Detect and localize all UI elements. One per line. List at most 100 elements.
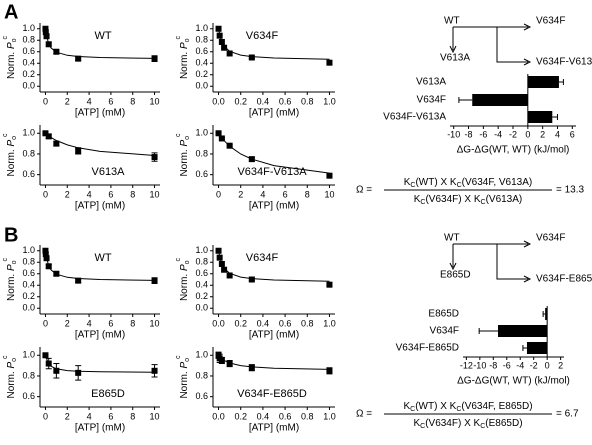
data-point xyxy=(45,360,52,367)
equation-result: = 13.3 xyxy=(556,185,585,196)
y-tick-label: 0.8 xyxy=(22,35,35,45)
data-point xyxy=(215,130,222,137)
equation-part: (V634F, V613A) xyxy=(462,177,533,188)
equation-part: K xyxy=(413,418,420,429)
y-tick-label: 0.0 xyxy=(22,81,35,91)
equation-part: (WT) X K xyxy=(415,401,456,412)
y-tick-label: 0.4 xyxy=(195,58,208,68)
data-point xyxy=(215,352,222,359)
y-tick-label: 0.6 xyxy=(195,391,208,401)
x-tick-label: 6 xyxy=(108,411,113,421)
y-label-part: c xyxy=(2,35,9,39)
y-label-part: c xyxy=(2,355,9,359)
y-tick-label: 1.0 xyxy=(195,23,208,33)
arrow-head xyxy=(523,240,532,248)
x-tick-label: 8 xyxy=(130,96,135,106)
equation-part: (E865D) xyxy=(485,418,522,429)
data-point xyxy=(248,364,255,371)
x-tick-label: 2 xyxy=(540,129,545,139)
x-tick-label: 0.8 xyxy=(301,96,314,106)
y-label-part: P xyxy=(6,140,17,147)
data-point xyxy=(326,172,333,179)
y-tick-label: 0.2 xyxy=(22,69,35,79)
x-tick-label: 0 xyxy=(216,189,221,199)
diagram-node: V634F-V613A xyxy=(536,57,592,68)
data-point xyxy=(75,369,82,376)
y-axis-label: Norm. Poc xyxy=(175,35,191,79)
y-label-part: o xyxy=(184,260,191,264)
data-point xyxy=(43,33,50,40)
x-tick-label: -4 xyxy=(494,129,502,139)
data-point xyxy=(75,277,82,284)
y-tick-label: 0.0 xyxy=(195,81,208,91)
equation-lhs: Ω = xyxy=(356,409,372,420)
arrow-head xyxy=(523,275,532,283)
x-tick-label: 4 xyxy=(87,318,92,328)
y-tick-label: 1.0 xyxy=(22,23,35,33)
category-label: V634F xyxy=(417,95,446,106)
diagram-node: V634F xyxy=(536,233,565,244)
panel-title: E865D xyxy=(91,388,125,400)
y-label-part: o xyxy=(184,136,191,140)
x-tick-label: -10 xyxy=(473,360,486,370)
equation-part: C xyxy=(410,406,415,413)
x-tick-label: 2 xyxy=(238,189,243,199)
y-axis-label: Norm. Poc xyxy=(175,355,191,399)
y-label-part: P xyxy=(179,264,190,271)
x-axis-label: [ATP] (mM) xyxy=(249,108,299,119)
data-point xyxy=(326,281,333,288)
x-tick-label: 0 xyxy=(545,360,550,370)
panel-title: WT xyxy=(94,30,111,42)
fit-line xyxy=(45,355,155,373)
data-point xyxy=(43,255,50,262)
equation-part: (V634F) X K xyxy=(425,194,480,205)
data-point xyxy=(226,142,233,149)
y-tick-label: 0.0 xyxy=(195,303,208,313)
x-tick-label: 0 xyxy=(43,96,48,106)
data-point xyxy=(226,360,233,367)
x-axis-label: [ATP] (mM) xyxy=(75,108,125,119)
x-tick-label: 8 xyxy=(130,318,135,328)
y-label-part: Norm. xyxy=(6,49,17,79)
category-label: E865D xyxy=(428,309,459,320)
y-tick-label: 0.8 xyxy=(195,257,208,267)
x-tick-label: 4 xyxy=(87,96,92,106)
x-tick-label: 10 xyxy=(150,411,160,421)
y-label-part: o xyxy=(184,358,191,362)
x-tick-label: 0 xyxy=(525,129,530,139)
equation-part: C xyxy=(480,423,485,430)
equation-numerator: KC(WT) X KC(V634F, E865D) xyxy=(403,401,532,413)
arrow-head xyxy=(449,45,457,54)
x-tick-label: 0.8 xyxy=(301,318,314,328)
category-label: V634F-V613A xyxy=(383,112,446,123)
y-label-part: o xyxy=(11,136,18,140)
equation-part: (V634F, E865D) xyxy=(461,401,532,412)
data-point xyxy=(75,147,82,154)
error-bar xyxy=(458,97,473,103)
x-tick-label: 0.0 xyxy=(212,96,225,106)
y-tick-label: 0.6 xyxy=(22,46,35,56)
y-tick-label: 0.2 xyxy=(195,291,208,301)
panel-title: WT xyxy=(94,252,111,264)
error-bar xyxy=(522,345,527,351)
x-tick-label: -6 xyxy=(503,360,511,370)
data-point xyxy=(221,44,228,51)
y-label-part: Norm. xyxy=(6,271,17,301)
x-axis-label: [ATP] (mM) xyxy=(75,330,125,341)
y-label-part: P xyxy=(6,42,17,49)
y-label-part: c xyxy=(175,257,182,261)
x-tick-label: 1.0 xyxy=(323,96,336,106)
y-label-part: P xyxy=(179,140,190,147)
x-tick-label: -2 xyxy=(530,360,538,370)
panel-title: V634F xyxy=(246,252,279,264)
y-tick-label: 1.0 xyxy=(22,128,35,138)
equation-part: C xyxy=(420,423,425,430)
panel-title: V613A xyxy=(91,166,125,178)
y-tick-label: 0.8 xyxy=(22,370,35,380)
y-tick-label: 1.0 xyxy=(22,350,35,360)
equation-part: K xyxy=(414,194,421,205)
y-label-part: o xyxy=(184,38,191,42)
y-tick-label: 0.6 xyxy=(22,169,35,179)
x-tick-label: 8 xyxy=(130,411,135,421)
